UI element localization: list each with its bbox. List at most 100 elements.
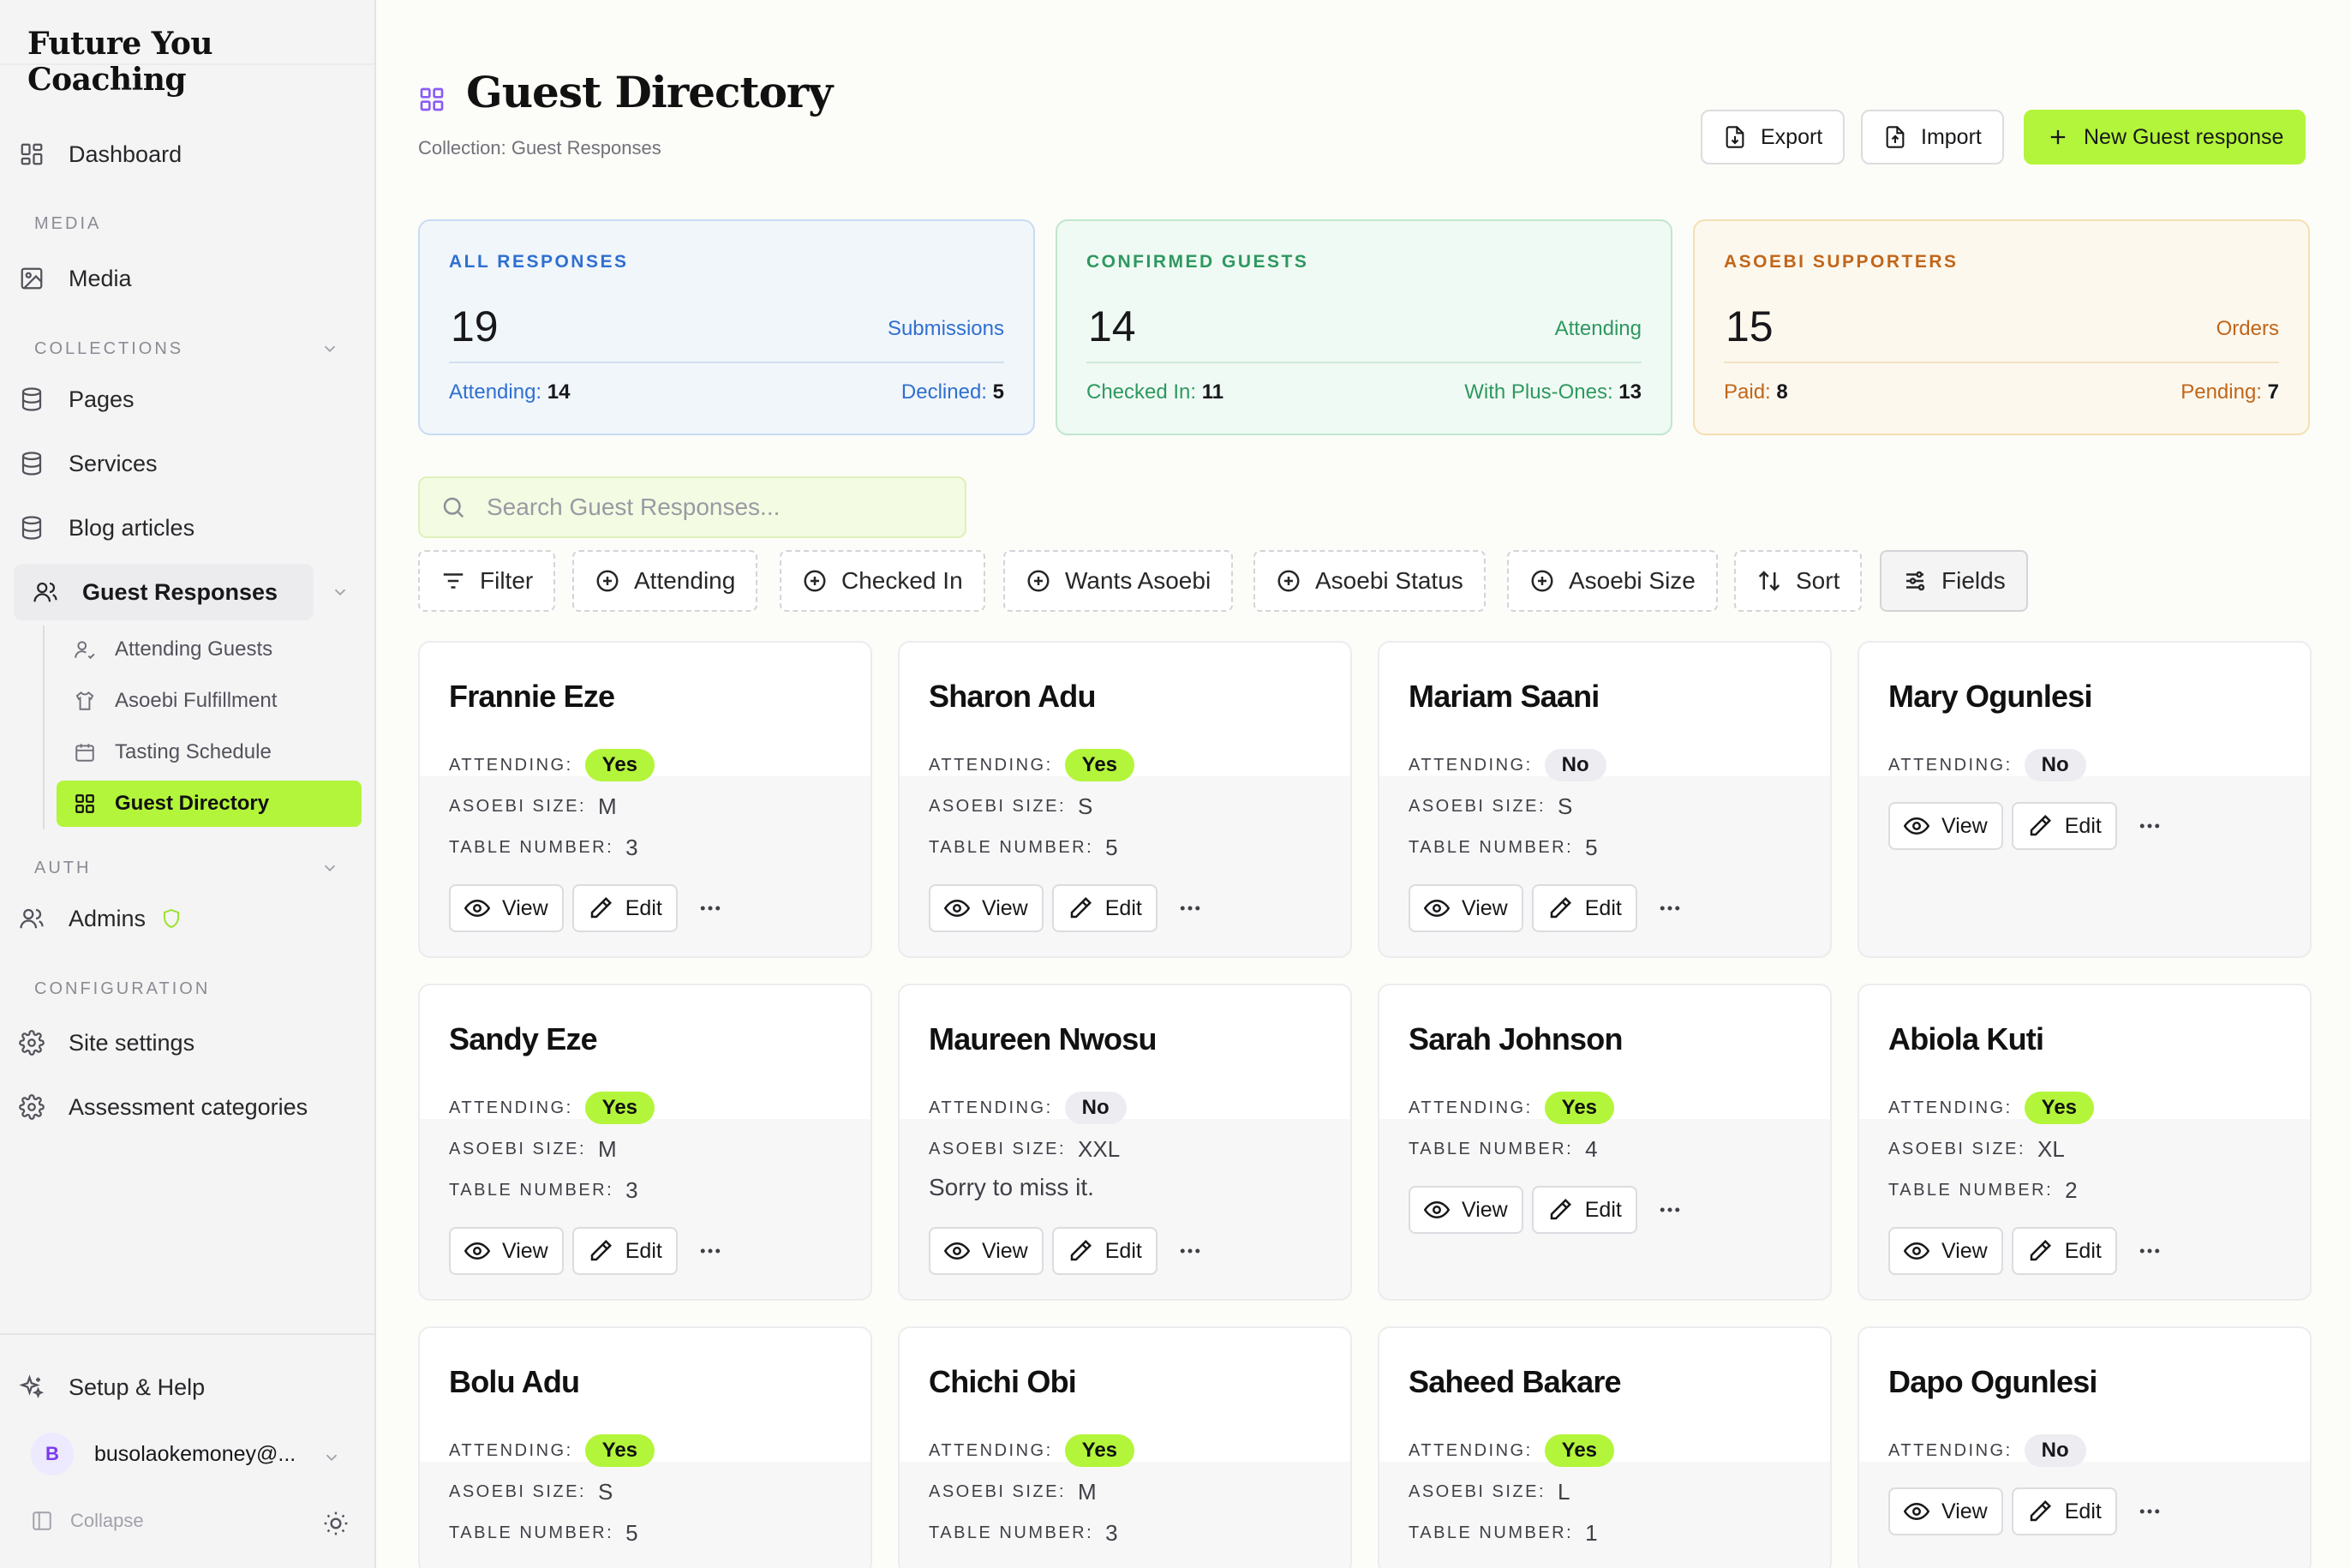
fields-button[interactable]: Fields bbox=[1880, 550, 2028, 612]
more-options-icon[interactable] bbox=[1653, 1193, 1687, 1227]
filter-chip-wants-asoebi[interactable]: Wants Asoebi bbox=[1003, 550, 1234, 612]
nav-dashboard[interactable]: Dashboard bbox=[19, 127, 182, 182]
edit-button[interactable]: Edit bbox=[2011, 1487, 2117, 1535]
section-configuration: CONFIGURATION bbox=[34, 979, 211, 998]
more-options-icon[interactable] bbox=[693, 891, 727, 925]
sort-arrows-icon bbox=[1756, 568, 1782, 594]
nav-label: Pages bbox=[69, 386, 135, 412]
guest-name: Chichi Obi bbox=[929, 1364, 1077, 1399]
edit-button[interactable]: Edit bbox=[571, 884, 678, 932]
card-actions: View Edit bbox=[449, 1227, 727, 1275]
filter-chip-attending[interactable]: Attending bbox=[572, 550, 758, 612]
collapse-button[interactable]: Collapse bbox=[31, 1510, 144, 1532]
file-upload-icon bbox=[1883, 125, 1907, 149]
edit-button[interactable]: Edit bbox=[1051, 884, 1158, 932]
nav-blog-articles[interactable]: Blog articles bbox=[19, 500, 194, 555]
field-value: S bbox=[1558, 793, 1573, 819]
view-button[interactable]: View bbox=[449, 1227, 564, 1275]
view-button[interactable]: View bbox=[929, 884, 1044, 932]
stat-value: 15 bbox=[1726, 302, 1774, 350]
nav-guest-responses[interactable]: Guest Responses bbox=[14, 564, 314, 620]
field-value: XXL bbox=[1078, 1136, 1121, 1162]
sub-item-label: Attending Guests bbox=[115, 637, 273, 661]
grid-icon bbox=[74, 793, 96, 815]
nav-pages[interactable]: Pages bbox=[19, 372, 135, 427]
sun-icon[interactable] bbox=[322, 1510, 350, 1537]
card-header-bg bbox=[1859, 643, 2310, 776]
gear-icon bbox=[19, 1094, 45, 1120]
stat-footer-right: Pending: 7 bbox=[2181, 380, 2279, 404]
sidebar-item-attending-guests[interactable]: Attending Guests bbox=[57, 626, 362, 673]
guest-name: Bolu Adu bbox=[449, 1364, 580, 1399]
view-button[interactable]: View bbox=[1409, 1186, 1523, 1234]
edit-button[interactable]: Edit bbox=[2011, 1227, 2117, 1275]
field-label: ATTENDING: bbox=[929, 1098, 1053, 1117]
edit-button[interactable]: Edit bbox=[571, 1227, 678, 1275]
more-options-icon[interactable] bbox=[1173, 891, 1207, 925]
filter-chip-asoebi-status[interactable]: Asoebi Status bbox=[1253, 550, 1486, 612]
chip-label: Wants Asoebi bbox=[1065, 567, 1211, 594]
table-number-field: TABLE NUMBER: 3 bbox=[449, 835, 638, 861]
search-input[interactable] bbox=[487, 494, 932, 521]
filter-chip-asoebi-size[interactable]: Asoebi Size bbox=[1507, 550, 1718, 612]
sidebar-item-guest-directory[interactable]: Guest Directory bbox=[57, 781, 362, 827]
chevron-down-icon[interactable] bbox=[320, 859, 339, 877]
more-options-icon[interactable] bbox=[693, 1234, 727, 1268]
gear-icon bbox=[19, 1030, 45, 1056]
status-badge: No bbox=[2024, 1434, 2086, 1467]
nav-services[interactable]: Services bbox=[19, 436, 158, 491]
chip-label: Asoebi Status bbox=[1315, 567, 1463, 594]
user-menu[interactable]: B busolaokemoney@... bbox=[31, 1433, 296, 1475]
more-options-icon[interactable] bbox=[1653, 891, 1687, 925]
new-guest-response-button[interactable]: New Guest response bbox=[2024, 110, 2306, 165]
edit-button[interactable]: Edit bbox=[1051, 1227, 1158, 1275]
nav-label: Blog articles bbox=[69, 514, 195, 541]
stat-card-asoebi-supporters: ASOEBI SUPPORTERS 15 Orders Paid: 8 Pend… bbox=[1693, 219, 2310, 435]
chevron-down-icon[interactable] bbox=[322, 1448, 341, 1467]
edit-label: Edit bbox=[1104, 895, 1142, 920]
nav-admins[interactable]: Admins bbox=[19, 891, 182, 946]
filter-button[interactable]: Filter bbox=[418, 550, 556, 612]
view-button[interactable]: View bbox=[929, 1227, 1044, 1275]
field-value: 2 bbox=[2065, 1177, 2078, 1203]
nav-label: Media bbox=[69, 265, 132, 291]
view-button[interactable]: View bbox=[449, 884, 564, 932]
more-options-icon[interactable] bbox=[1173, 1234, 1207, 1268]
filter-chip-checked-in[interactable]: Checked In bbox=[780, 550, 985, 612]
sort-button[interactable]: Sort bbox=[1734, 550, 1863, 612]
more-options-icon[interactable] bbox=[2133, 809, 2167, 843]
status-badge: No bbox=[1544, 749, 1606, 781]
status-badge: Yes bbox=[1064, 749, 1135, 781]
export-button[interactable]: Export bbox=[1701, 110, 1846, 165]
asoebi-size-field: ASOEBI SIZE: M bbox=[449, 1136, 617, 1163]
section-collections: COLLECTIONS bbox=[34, 339, 184, 358]
card-actions: View Edit bbox=[1888, 802, 2167, 850]
sidebar-item-asoebi-fulfillment[interactable]: Asoebi Fulfillment bbox=[57, 678, 362, 724]
search-box[interactable] bbox=[418, 476, 966, 538]
sidebar-item-tasting-schedule[interactable]: Tasting Schedule bbox=[57, 729, 362, 775]
more-options-icon[interactable] bbox=[2133, 1234, 2167, 1268]
edit-button[interactable]: Edit bbox=[1531, 884, 1637, 932]
eye-icon bbox=[1904, 1499, 1929, 1524]
view-button[interactable]: View bbox=[1888, 1227, 2003, 1275]
nav-assessment-categories[interactable]: Assessment categories bbox=[19, 1080, 308, 1134]
nav-media[interactable]: Media bbox=[19, 251, 132, 306]
view-button[interactable]: View bbox=[1888, 1487, 2003, 1535]
more-options-icon[interactable] bbox=[2133, 1494, 2167, 1529]
status-badge: Yes bbox=[2024, 1092, 2095, 1124]
view-button[interactable]: View bbox=[1888, 802, 2003, 850]
nav-site-settings[interactable]: Site settings bbox=[19, 1015, 194, 1070]
divider bbox=[0, 63, 374, 65]
chevron-down-icon[interactable] bbox=[320, 339, 339, 358]
database-icon bbox=[19, 515, 45, 541]
edit-button[interactable]: Edit bbox=[1531, 1186, 1637, 1234]
nav-setup-help[interactable]: Setup & Help bbox=[19, 1360, 205, 1415]
field-value: 5 bbox=[1105, 835, 1118, 860]
attending-field: ATTENDING: No bbox=[1888, 749, 2086, 781]
view-label: View bbox=[1941, 1238, 1988, 1263]
view-button[interactable]: View bbox=[1409, 884, 1523, 932]
edit-button[interactable]: Edit bbox=[2011, 802, 2117, 850]
chevron-down-icon[interactable] bbox=[331, 583, 350, 601]
field-label: ASOEBI SIZE: bbox=[929, 797, 1067, 816]
import-button[interactable]: Import bbox=[1861, 110, 2004, 165]
